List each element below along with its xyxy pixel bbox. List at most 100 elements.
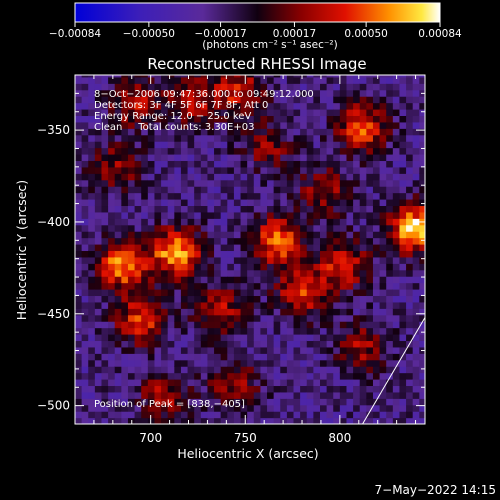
heatmap-cell — [147, 179, 156, 187]
heatmap-cell — [94, 263, 103, 271]
heatmap-cell — [108, 404, 116, 412]
heatmap-cell — [412, 83, 420, 91]
heatmap-cell — [359, 243, 367, 252]
heatmap-cell — [247, 218, 255, 226]
heatmap-cell — [267, 333, 275, 342]
heatmap-cell — [88, 89, 96, 97]
heatmap-cell — [359, 288, 367, 297]
heatmap-cell — [366, 359, 374, 367]
heatmap-cell — [372, 76, 381, 84]
heatmap-cell — [167, 295, 175, 303]
heatmap-cell — [127, 211, 136, 219]
heatmap-cell — [194, 359, 202, 367]
heatmap-cell — [127, 160, 136, 168]
heatmap-cell — [280, 276, 288, 284]
heatmap-cell — [174, 76, 182, 84]
heatmap-cell — [194, 295, 202, 303]
heatmap-cell — [180, 218, 189, 226]
heatmap-cell — [313, 359, 321, 367]
heatmap-cell — [260, 327, 268, 335]
heatmap-cell — [399, 153, 407, 162]
heatmap-cell — [81, 108, 89, 117]
heatmap-cell — [233, 211, 242, 219]
heatmap-cell — [167, 147, 175, 155]
heatmap-cell — [306, 288, 314, 297]
heatmap-cell — [147, 231, 156, 239]
heatmap-cell — [121, 102, 129, 110]
heatmap-cell — [141, 108, 149, 117]
heatmap-cell — [134, 89, 142, 97]
heatmap-cell — [293, 263, 301, 271]
heatmap-cell — [306, 121, 314, 129]
heatmap-cell — [154, 211, 162, 219]
heatmap-cell — [333, 153, 341, 162]
heatmap-cell — [392, 128, 401, 136]
heatmap-cell — [200, 301, 209, 309]
heatmap-cell — [134, 160, 142, 168]
heatmap-cell — [306, 391, 314, 399]
heatmap-cell — [353, 218, 361, 226]
heatmap-cell — [121, 173, 129, 181]
heatmap-cell — [260, 256, 268, 264]
heatmap-cell — [180, 372, 189, 380]
heatmap-cell — [386, 211, 394, 219]
heatmap-cell — [359, 166, 367, 174]
heatmap-cell — [187, 166, 195, 174]
heatmap-cell — [313, 147, 321, 155]
heatmap-cell — [260, 96, 268, 104]
heatmap-cell — [412, 192, 420, 200]
heatmap-cell — [392, 89, 401, 97]
heatmap-cell — [220, 411, 228, 419]
heatmap-cell — [141, 398, 149, 406]
heatmap-cell — [127, 96, 136, 104]
heatmap-cell — [372, 96, 381, 104]
heatmap-cell — [419, 282, 425, 290]
heatmap-cell — [346, 372, 354, 380]
heatmap-cell — [180, 359, 189, 367]
heatmap-cell — [253, 276, 262, 284]
heatmap-cell — [412, 115, 420, 123]
heatmap-cell — [313, 166, 321, 174]
heatmap-cell — [101, 198, 109, 207]
heatmap-cell — [273, 108, 281, 117]
heatmap-cell — [353, 314, 361, 322]
heatmap-cell — [273, 250, 281, 258]
heatmap-cell — [346, 89, 354, 97]
heatmap-cell — [412, 385, 420, 393]
heatmap-cell — [306, 147, 314, 155]
heatmap-cell — [379, 153, 387, 162]
heatmap-cell — [293, 404, 301, 412]
heatmap-cell — [379, 211, 387, 219]
heatmap-cell — [313, 224, 321, 232]
heatmap-cell — [88, 385, 96, 393]
heatmap-cell — [94, 211, 103, 219]
heatmap-cell — [313, 301, 321, 309]
heatmap-cell — [293, 314, 301, 322]
heatmap-cell — [260, 321, 268, 329]
heatmap-cell — [372, 115, 381, 123]
heatmap-cell — [121, 192, 129, 200]
heatmap-cell — [75, 282, 83, 290]
heatmap-cell — [114, 295, 122, 303]
heatmap-cell — [399, 166, 407, 174]
heatmap-cell — [167, 115, 175, 123]
heatmap-cell — [366, 282, 374, 290]
heatmap-cell — [134, 141, 142, 149]
heatmap-cell — [386, 250, 394, 258]
heatmap-cell — [121, 333, 129, 342]
heatmap-cell — [207, 385, 215, 393]
heatmap-cell — [293, 301, 301, 309]
heatmap-cell — [174, 96, 182, 104]
heatmap-cell — [253, 231, 262, 239]
heatmap-cell — [399, 96, 407, 104]
heatmap-cell — [353, 75, 361, 78]
heatmap-cell — [167, 153, 175, 162]
heatmap-cell — [147, 282, 156, 290]
heatmap-cell — [386, 308, 394, 316]
heatmap-cell — [207, 96, 215, 104]
heatmap-cell — [280, 263, 288, 271]
heatmap-cell — [306, 96, 314, 104]
heatmap-cell — [280, 301, 288, 309]
heatmap-cell — [406, 121, 414, 129]
heatmap-cell — [326, 147, 334, 155]
